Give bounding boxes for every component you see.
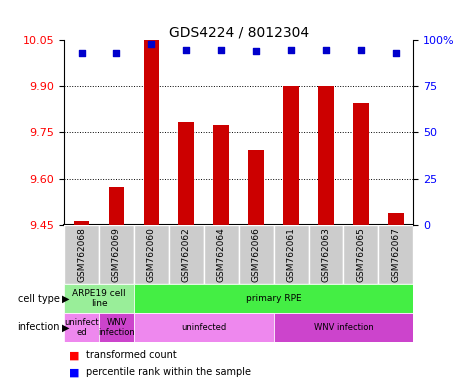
Text: percentile rank within the sample: percentile rank within the sample	[86, 367, 250, 377]
Bar	[274, 313, 413, 342]
Bar	[99, 225, 134, 284]
Text: GSM762066: GSM762066	[252, 227, 261, 282]
Point	[322, 46, 330, 53]
Bar	[109, 187, 124, 225]
Text: GSM762065: GSM762065	[356, 227, 365, 282]
Text: GSM762061: GSM762061	[286, 227, 295, 282]
Point	[252, 48, 260, 55]
Bar	[309, 225, 343, 284]
Bar	[388, 213, 404, 225]
Text: transformed count: transformed count	[86, 350, 176, 360]
Point	[113, 50, 120, 56]
Text: WNV infection: WNV infection	[314, 323, 373, 332]
Bar	[238, 225, 274, 284]
Bar	[274, 225, 309, 284]
Text: WNV
infection: WNV infection	[98, 318, 135, 337]
Bar	[283, 86, 299, 225]
Bar	[318, 86, 334, 225]
Text: GSM762060: GSM762060	[147, 227, 156, 282]
Bar	[64, 313, 99, 342]
Bar	[204, 225, 238, 284]
Bar	[74, 221, 89, 225]
Text: GSM762062: GSM762062	[182, 227, 191, 282]
Text: GSM762067: GSM762067	[391, 227, 400, 282]
Bar	[64, 284, 134, 313]
Text: ARPE19 cell
line: ARPE19 cell line	[72, 289, 126, 308]
Bar	[353, 103, 369, 225]
Text: GSM762068: GSM762068	[77, 227, 86, 282]
Point	[182, 46, 190, 53]
Bar	[379, 225, 413, 284]
Bar	[179, 122, 194, 225]
Bar	[169, 225, 204, 284]
Text: ■: ■	[69, 350, 79, 360]
Bar	[248, 150, 264, 225]
Bar	[134, 225, 169, 284]
Point	[392, 50, 399, 56]
Text: infection: infection	[17, 322, 59, 333]
Bar	[213, 125, 229, 225]
Bar	[64, 225, 99, 284]
Bar	[99, 313, 134, 342]
Text: ■: ■	[69, 367, 79, 377]
Point	[78, 50, 86, 56]
Text: ▶: ▶	[62, 322, 69, 333]
Text: primary RPE: primary RPE	[246, 294, 302, 303]
Text: uninfected: uninfected	[181, 323, 227, 332]
Point	[218, 46, 225, 53]
Text: cell type: cell type	[18, 293, 59, 304]
Point	[357, 46, 365, 53]
Bar	[134, 284, 413, 313]
Bar	[143, 40, 159, 225]
Text: GSM762069: GSM762069	[112, 227, 121, 282]
Bar	[343, 225, 379, 284]
Text: uninfect
ed: uninfect ed	[64, 318, 99, 337]
Bar	[134, 313, 274, 342]
Text: GSM762064: GSM762064	[217, 227, 226, 282]
Point	[148, 41, 155, 47]
Point	[287, 46, 295, 53]
Title: GDS4224 / 8012304: GDS4224 / 8012304	[169, 25, 309, 39]
Text: ▶: ▶	[62, 293, 69, 304]
Text: GSM762063: GSM762063	[322, 227, 331, 282]
